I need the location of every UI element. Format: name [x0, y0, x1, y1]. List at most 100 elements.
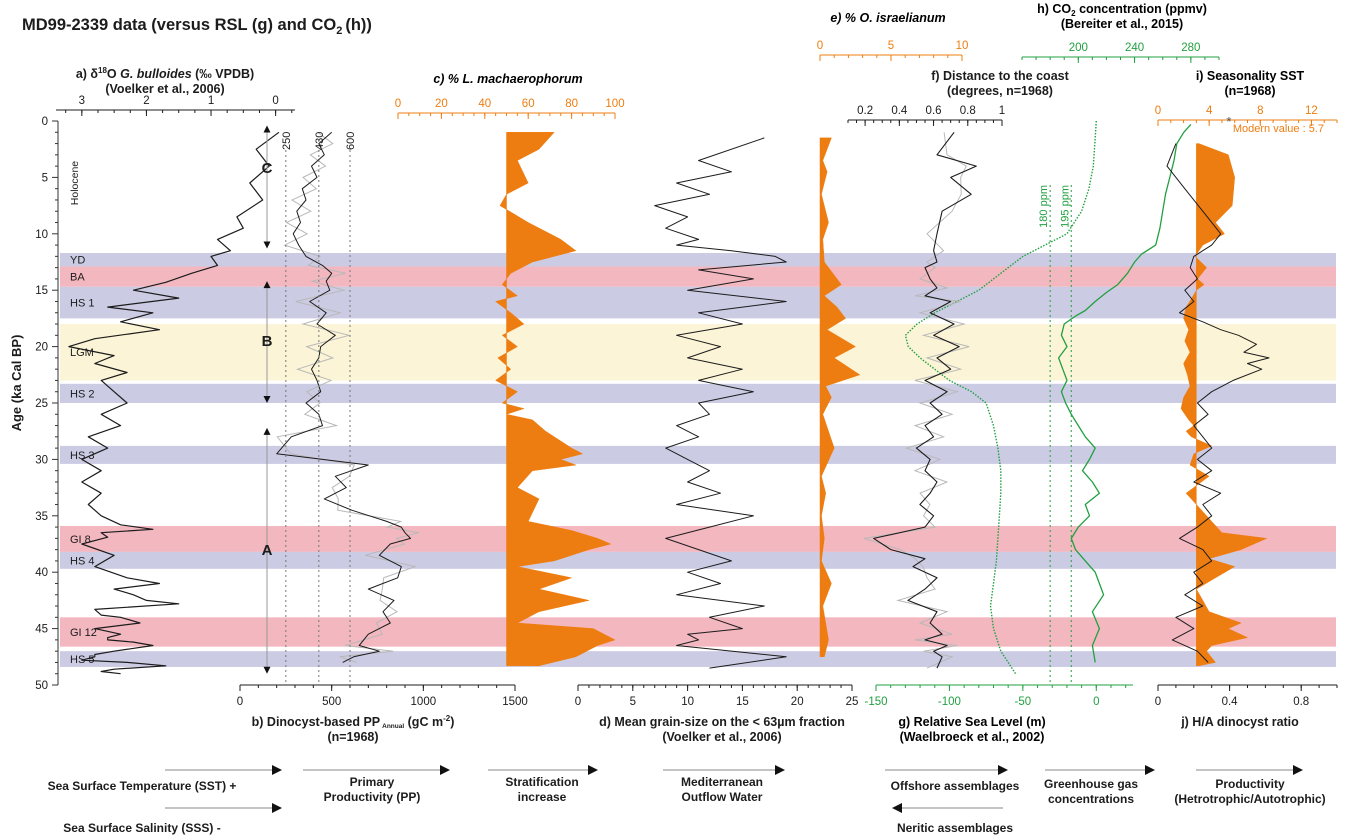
- offshore-arrowhead: [998, 765, 1008, 775]
- panel-f-tick-label-0.8: 0.8: [960, 105, 976, 117]
- panel-g-tick-label--150: -150: [864, 696, 887, 708]
- phase-arrow-top-2: [264, 428, 271, 435]
- phase-label-1: B: [262, 333, 273, 350]
- period-label-8: GI 12: [70, 627, 97, 639]
- panel-g-title: g) Relative Sea Level (m): [898, 715, 1045, 729]
- panel-b-n: (n=1968): [327, 730, 378, 744]
- panel-j-title: j) H/A dinocyst ratio: [1180, 715, 1299, 729]
- panel-g-tick-label--50: -50: [1015, 696, 1032, 708]
- panel-d-tick-label-0: 0: [575, 696, 581, 708]
- pp-label-1: Primary: [350, 775, 395, 789]
- panel-i-tick-label-4: 4: [1206, 105, 1213, 117]
- holocene-label: Holocene: [69, 161, 81, 206]
- panel-f-tick-label-0.6: 0.6: [926, 105, 942, 117]
- age-tick-label-45: 45: [35, 624, 48, 636]
- ghg-arrowhead: [1145, 765, 1155, 775]
- panel-h-title: h) CO2 concentration (ppmv): [1037, 2, 1207, 18]
- period-band-8: [60, 617, 1336, 646]
- panel-h-tick-label-280: 280: [1181, 42, 1200, 54]
- age-tick-label-20: 20: [35, 342, 48, 354]
- panel-d-tick-label-25: 25: [846, 696, 859, 708]
- age-tick-label-25: 25: [35, 398, 48, 410]
- panel-c-title: c) % L. machaerophorum: [433, 72, 582, 86]
- panel-i-tick-label-0: 0: [1155, 105, 1161, 117]
- panel-h-tick-label-200: 200: [1069, 42, 1088, 54]
- panel-a-tick-label-1: 1: [208, 95, 214, 107]
- panel-g-tick-label--100: -100: [938, 696, 961, 708]
- panel-e-tick-label-0: 0: [817, 40, 823, 52]
- panel-b-tick-label-0: 0: [237, 696, 243, 708]
- co2-ref-label-0: 180 ppm: [1038, 185, 1050, 228]
- sss-label: Sea Surface Salinity (SSS) -: [63, 821, 220, 835]
- panel-j-tick-label-0.4: 0.4: [1222, 696, 1239, 708]
- modern-value-marker: *: [1226, 114, 1231, 129]
- panel-d-tick-label-15: 15: [736, 696, 749, 708]
- panel-g-tick-label-0: 0: [1093, 696, 1099, 708]
- panel-c-tick-label-20: 20: [435, 98, 448, 110]
- phase-arrow-bottom-2: [264, 667, 271, 674]
- age-tick-label-0: 0: [42, 116, 48, 128]
- period-label-0: YD: [70, 255, 85, 267]
- panel-b-tick-label-1500: 1500: [502, 696, 528, 708]
- prod-label-2: (Hetrotrophic/Autotrophic): [1174, 792, 1325, 806]
- panel-f-title: f) Distance to the coast: [931, 69, 1069, 83]
- period-label-4: HS 2: [70, 388, 94, 400]
- mow-label-1: Mediterranean: [681, 775, 763, 789]
- panel-a-tick-label-2: 2: [143, 95, 149, 107]
- panel-h-source: (Bereiter et al., 2015): [1061, 17, 1183, 31]
- panel-i-tick-label-8: 8: [1257, 105, 1263, 117]
- period-band-5: [60, 446, 1336, 464]
- sst-label: Sea Surface Temperature (SST) +: [48, 779, 237, 793]
- panel-j-tick-label-0.8: 0.8: [1293, 696, 1309, 708]
- sss-arrowhead: [272, 803, 282, 813]
- pp-label-2: Productivity (PP): [324, 790, 421, 804]
- offshore-label: Offshore assemblages: [891, 779, 1020, 793]
- panel-e-title: e) % O. israelianum: [830, 11, 945, 25]
- panel-g-source: (Waelbroeck et al., 2002): [900, 730, 1045, 744]
- panel-j-tick-label-0: 0: [1155, 696, 1161, 708]
- pp-arrowhead: [440, 765, 450, 775]
- period-label-6: GI 8: [70, 534, 91, 546]
- panel-c-tick-label-100: 100: [605, 98, 624, 110]
- panel-f-tick-label-1: 1: [999, 105, 1005, 117]
- panel-i-subtitle: (n=1968): [1224, 84, 1275, 98]
- panel-h-tick-label-240: 240: [1125, 42, 1144, 54]
- panel-c-tick-label-40: 40: [478, 98, 491, 110]
- age-tick-label-5: 5: [42, 172, 48, 184]
- panel-i-tick-label-12: 12: [1305, 105, 1318, 117]
- panel-d-source: (Voelker et al., 2006): [662, 730, 781, 744]
- mow-arrowhead: [775, 765, 785, 775]
- panel-d-tick-label-20: 20: [791, 696, 804, 708]
- panel-f-tick-label-0.4: 0.4: [891, 105, 908, 117]
- panel-a-source: (Voelker et al., 2006): [105, 82, 224, 96]
- panel-a-title: a) δ18O G. bulloides (‰ VPDB): [76, 66, 254, 81]
- ghg-label-2: concentrations: [1048, 792, 1134, 806]
- panel-b-title: b) Dinocyst-based PP Annual (gC m-2): [252, 714, 455, 730]
- strat-label-1: Stratification: [505, 775, 578, 789]
- prod-arrowhead: [1293, 765, 1303, 775]
- panel-i-title: i) Seasonality SST: [1196, 69, 1305, 83]
- series-seasonality-area: [1181, 144, 1267, 666]
- ghg-label-1: Greenhouse gas: [1044, 777, 1138, 791]
- strat-arrowhead: [588, 765, 598, 775]
- panel-e-tick-label-5: 5: [888, 40, 894, 52]
- panel-b-tick-label-500: 500: [322, 696, 341, 708]
- age-tick-label-10: 10: [35, 229, 48, 241]
- panel-a-tick-label-3: 3: [79, 95, 85, 107]
- pp-ref-label-2: 600: [345, 132, 357, 150]
- age-tick-label-50: 50: [35, 680, 48, 692]
- panel-d-tick-label-10: 10: [681, 696, 694, 708]
- age-axis-label: Age (ka Cal BP): [9, 335, 24, 432]
- period-band-1: [60, 267, 1336, 287]
- strat-label-2: increase: [518, 790, 567, 804]
- panel-f-subtitle: (degrees, n=1968): [947, 84, 1053, 98]
- sst-arrowhead: [272, 765, 282, 775]
- mow-label-2: Outflow Water: [682, 790, 763, 804]
- period-band-0: [60, 253, 1336, 267]
- prod-label-1: Productivity: [1215, 777, 1285, 791]
- panel-c-tick-label-0: 0: [395, 98, 401, 110]
- panel-f-tick-label-0.2: 0.2: [857, 105, 873, 117]
- period-band-4: [60, 384, 1336, 403]
